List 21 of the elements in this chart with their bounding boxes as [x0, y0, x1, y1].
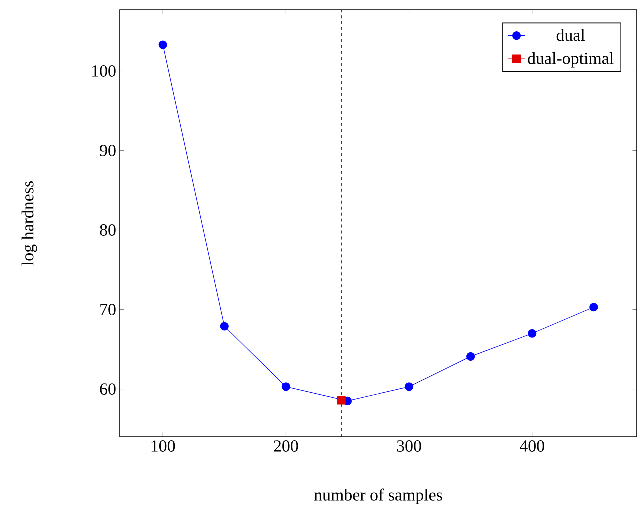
point — [220, 322, 229, 331]
y-tick-label: 60 — [100, 384, 116, 396]
point — [590, 303, 598, 312]
x-tick-label: 100 — [152, 440, 176, 452]
point — [282, 382, 290, 392]
legend-label: dual — [556, 29, 586, 42]
x-tick-label: 200 — [274, 440, 298, 452]
point — [158, 40, 168, 50]
y-tick-label: 90 — [100, 145, 116, 156]
y-tick-label: 100 — [92, 66, 116, 77]
y-axis-title: log hardness — [22, 182, 38, 266]
point — [466, 352, 476, 361]
legend-label: dual-optimal — [528, 52, 614, 68]
point — [404, 382, 414, 392]
x-tick-label: 400 — [520, 440, 544, 452]
x-tick-label: 300 — [397, 440, 422, 452]
y-tick-label: 80 — [100, 224, 116, 236]
x-axis-title: number of samples — [314, 488, 442, 504]
y-tick-label: 70 — [100, 304, 116, 316]
point — [528, 329, 537, 338]
point — [337, 396, 346, 405]
